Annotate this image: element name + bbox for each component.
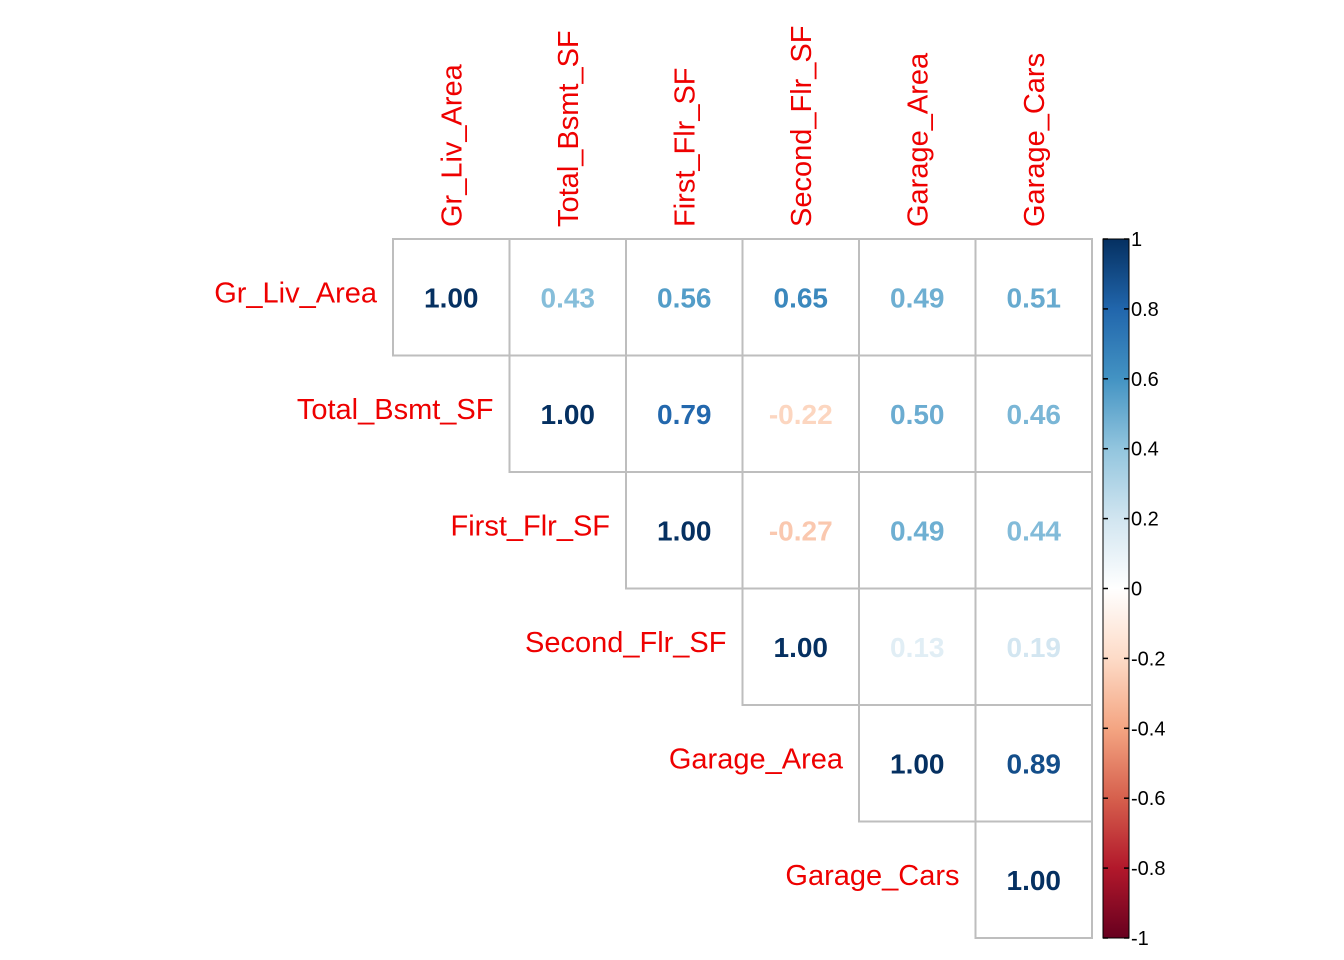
cell-value-Gr_Liv_Area-Garage_Area: 0.49 (890, 282, 945, 313)
row-label-First_Flr_SF: First_Flr_SF (451, 510, 611, 542)
cell-Garage_Area-Garage_Cars (974, 704, 1093, 823)
cell-Second_Flr_SF-Garage_Area (858, 587, 977, 706)
column-label-Gr_Liv_Area: Gr_Liv_Area (436, 63, 468, 227)
cell-value-First_Flr_SF-Garage_Area: 0.49 (890, 515, 945, 546)
color-bar-tick-label: -0.4 (1131, 718, 1165, 740)
color-bar-tick-label: 0.8 (1131, 299, 1159, 321)
row-label-Total_Bsmt_SF: Total_Bsmt_SF (297, 394, 494, 426)
cell-Total_Bsmt_SF-Garage_Area (858, 354, 977, 473)
column-label-Garage_Cars: Garage_Cars (1019, 53, 1051, 227)
cell-Gr_Liv_Area-Garage_Cars (974, 238, 1093, 357)
grid (392, 238, 1093, 939)
color-bar-tick-label: 1 (1131, 229, 1142, 251)
color-bar-tick-label: 0 (1131, 579, 1142, 601)
cell-value-Garage_Area-Garage_Cars: 0.89 (1007, 748, 1062, 779)
cell-value-Gr_Liv_Area-Total_Bsmt_SF: 0.43 (541, 282, 596, 313)
row-label-Garage_Area: Garage_Area (669, 743, 844, 775)
color-legend: -1 -0.8 -0.6 -0.4 -0.2 0 0.2 0.4 0.6 0.8 1 (1102, 229, 1165, 950)
cell-Gr_Liv_Area-First_Flr_SF (625, 238, 744, 357)
cell-value-Total_Bsmt_SF-Garage_Area: 0.50 (890, 399, 945, 430)
cell-values: 1.00 0.43 0.56 0.65 0.49 0.51 1.00 0.79 -0.22 0.5… (424, 282, 1061, 896)
cell-value-First_Flr_SF-First_Flr_SF: 1.00 (657, 515, 712, 546)
cell-First_Flr_SF-Garage_Area (858, 471, 977, 590)
row-label-Gr_Liv_Area: Gr_Liv_Area (214, 277, 378, 309)
cell-Total_Bsmt_SF-Total_Bsmt_SF (508, 354, 627, 473)
color-bar-tick-label: -0.2 (1131, 648, 1165, 670)
cell-value-Total_Bsmt_SF-Garage_Cars: 0.46 (1007, 399, 1062, 430)
cell-Gr_Liv_Area-Gr_Liv_Area (392, 238, 511, 357)
column-label-Second_Flr_SF: Second_Flr_SF (786, 26, 818, 228)
color-bar-tick-label: -0.6 (1131, 788, 1165, 810)
cell-value-First_Flr_SF-Second_Flr_SF: -0.27 (769, 515, 833, 546)
cell-value-Gr_Liv_Area-Gr_Liv_Area: 1.00 (424, 282, 479, 313)
cell-value-Total_Bsmt_SF-First_Flr_SF: 0.79 (657, 399, 712, 430)
cell-value-Gr_Liv_Area-Garage_Cars: 0.51 (1007, 282, 1062, 313)
cell-Total_Bsmt_SF-Garage_Cars (974, 354, 1093, 473)
cell-Second_Flr_SF-Garage_Cars (974, 587, 1093, 706)
cell-value-First_Flr_SF-Garage_Cars: 0.44 (1007, 515, 1062, 546)
column-labels: Gr_Liv_Area Total_Bsmt_SF First_Flr_SF Seco… (436, 26, 1051, 228)
color-bar-tick-label: 0.4 (1131, 439, 1159, 461)
cell-value-Garage_Cars-Garage_Cars: 1.00 (1007, 865, 1062, 896)
cell-value-Total_Bsmt_SF-Second_Flr_SF: -0.22 (769, 399, 833, 430)
color-bar-tick-label: -1 (1131, 928, 1149, 950)
row-label-Second_Flr_SF: Second_Flr_SF (525, 627, 727, 659)
cell-value-Gr_Liv_Area-First_Flr_SF: 0.56 (657, 282, 712, 313)
column-label-Garage_Area: Garage_Area (902, 52, 934, 227)
cell-Second_Flr_SF-Second_Flr_SF (741, 587, 860, 706)
cell-value-Second_Flr_SF-Garage_Cars: 0.19 (1007, 632, 1062, 663)
cell-value-Gr_Liv_Area-Second_Flr_SF: 0.65 (774, 282, 829, 313)
column-label-First_Flr_SF: First_Flr_SF (669, 68, 701, 228)
row-label-Garage_Cars: Garage_Cars (785, 860, 959, 892)
cell-value-Total_Bsmt_SF-Total_Bsmt_SF: 1.00 (541, 399, 596, 430)
cell-value-Second_Flr_SF-Second_Flr_SF: 1.00 (774, 632, 829, 663)
color-bar-tick-label: -0.8 (1131, 858, 1165, 880)
cell-Garage_Cars-Garage_Cars (974, 820, 1093, 939)
color-bar-tick-label: 0.2 (1131, 509, 1159, 531)
cell-Total_Bsmt_SF-First_Flr_SF (625, 354, 744, 473)
column-label-Total_Bsmt_SF: Total_Bsmt_SF (553, 30, 585, 227)
cell-Gr_Liv_Area-Total_Bsmt_SF (508, 238, 627, 357)
cell-Garage_Area-Garage_Area (858, 704, 977, 823)
color-bar-tick-label: 0.6 (1131, 369, 1159, 391)
cell-First_Flr_SF-First_Flr_SF (625, 471, 744, 590)
row-labels: Gr_Liv_Area Total_Bsmt_SF First_Flr_SF Seco… (214, 277, 959, 892)
cell-value-Second_Flr_SF-Garage_Area: 0.13 (890, 632, 945, 663)
cell-value-Garage_Area-Garage_Area: 1.00 (890, 748, 945, 779)
